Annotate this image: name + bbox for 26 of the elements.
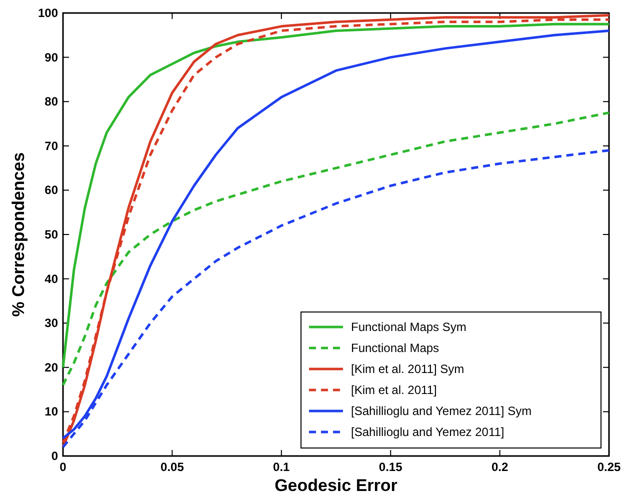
legend-label: [Sahillioglu and Yemez 2011]: [351, 425, 504, 439]
y-tick-label: 10: [44, 404, 58, 419]
y-tick-label: 0: [51, 449, 58, 463]
y-tick-label: 90: [44, 50, 58, 64]
x-tick-label: 0.15: [378, 460, 403, 474]
x-tick-label: 0.1: [273, 460, 290, 474]
legend-label: Functional Maps: [351, 341, 440, 355]
y-tick-label: 50: [44, 228, 58, 242]
x-tick-label: 0: [60, 460, 67, 474]
x-tick-label: 0.2: [491, 460, 508, 474]
y-tick-label: 60: [44, 183, 58, 198]
y-tick-label: 100: [38, 6, 58, 20]
legend-label: [Kim et al. 2011] Sym: [351, 362, 464, 376]
y-tick-label: 20: [44, 360, 58, 374]
legend-label: Functional Maps Sym: [351, 320, 466, 334]
legend-label: [Kim et al. 2011]: [351, 383, 437, 397]
x-axis-title: Geodesic Error: [274, 476, 398, 495]
x-tick-label: 0.25: [597, 460, 621, 474]
line-series: [62, 111, 610, 386]
y-axis-title: % Correspondences: [9, 152, 28, 317]
y-tick-label: 70: [44, 138, 58, 153]
y-tick-label: 80: [44, 94, 58, 109]
y-tick-label: 30: [44, 316, 58, 330]
x-tick-label: 0.05: [160, 460, 184, 474]
legend-label: [Sahillioglu and Yemez 2011] Sym: [351, 404, 532, 418]
y-tick-label: 40: [44, 272, 58, 286]
